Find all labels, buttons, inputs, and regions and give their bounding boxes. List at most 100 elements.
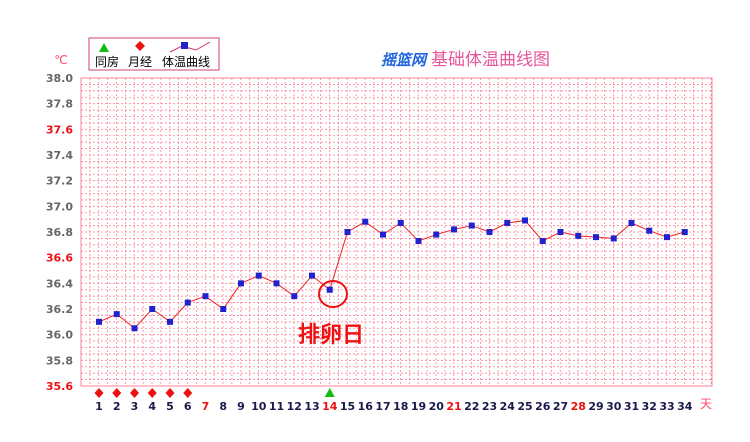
temperature-point <box>628 220 635 227</box>
legend-menstruation-label: 月经 <box>128 55 152 69</box>
x-tick-label: 12 <box>287 400 302 413</box>
intercourse-marker <box>324 388 335 397</box>
x-tick-label: 31 <box>624 400 639 413</box>
temperature-point <box>273 280 280 287</box>
temperature-point <box>504 220 511 227</box>
temperature-point <box>255 272 262 279</box>
temperature-point <box>309 272 315 279</box>
x-tick-label: 8 <box>219 400 227 413</box>
x-tick-label: 29 <box>588 400 603 413</box>
temperature-point <box>326 286 333 293</box>
y-tick-label: 37.8 <box>46 98 73 111</box>
y-tick-label: 37.2 <box>46 175 73 188</box>
x-tick-label: 16 <box>358 400 374 413</box>
temperature-point <box>539 237 546 244</box>
temperature-point <box>238 280 244 287</box>
x-tick-label: 1 <box>95 400 103 413</box>
x-axis-unit: 天 <box>700 397 712 411</box>
chart-title: 基础体温曲线图 <box>431 50 550 70</box>
y-tick-label: 37.6 <box>46 123 73 136</box>
x-tick-label: 34 <box>677 400 693 413</box>
temperature-point <box>486 229 493 235</box>
y-tick-label: 38.0 <box>46 72 73 85</box>
x-tick-label: 19 <box>411 400 426 413</box>
temperature-point <box>468 222 475 229</box>
y-tick-label: 37.0 <box>46 200 73 213</box>
x-tick-label: 13 <box>304 400 319 413</box>
y-tick-label: 36.2 <box>46 303 73 316</box>
temperature-point <box>149 306 156 312</box>
y-tick-label: 36.8 <box>46 226 73 239</box>
temperature-point <box>664 234 670 241</box>
x-tick-label: 4 <box>148 400 156 413</box>
temperature-point <box>131 325 138 332</box>
legend-box <box>88 37 220 71</box>
y-tick-labels: 38.0 37.8 37.6 37.4 37.2 37.0 36.8 36.6 36.4 36.2… <box>46 72 73 393</box>
menstruation-marker <box>147 388 157 398</box>
temperature-point <box>344 229 351 235</box>
x-tick-labels: 1 2 3 4 5 6 7 8 9 10 11 12 13 14 15 16 17 18 19 20 21 22 23 24 2… <box>95 400 693 413</box>
event-markers <box>94 388 335 398</box>
x-tick-label: 27 <box>553 400 568 413</box>
temperature-point <box>96 318 102 325</box>
temperature-point <box>522 217 528 224</box>
menstruation-marker <box>130 388 139 398</box>
temperature-point <box>646 227 653 234</box>
temperature-point <box>610 235 617 242</box>
menstruation-marker <box>165 388 175 398</box>
temperature-point <box>451 226 457 233</box>
x-tick-label: 21 <box>446 400 461 413</box>
temperature-point <box>380 231 386 238</box>
y-tick-label: 35.6 <box>46 380 73 393</box>
temperature-point <box>113 311 120 318</box>
x-tick-label: 7 <box>202 400 210 413</box>
temperature-point <box>681 229 688 235</box>
legend-curve-label: 体温曲线 <box>162 55 210 69</box>
intercourse-legend-icon <box>99 43 109 52</box>
legend: 同房 月经 体温曲线 <box>88 37 220 71</box>
temperature-point <box>433 231 440 238</box>
menstruation-marker <box>183 388 193 398</box>
temperature-line <box>98 219 685 329</box>
temperature-point <box>557 229 564 235</box>
y-tick-label: 35.8 <box>46 354 73 367</box>
y-tick-label: 36.0 <box>46 329 73 342</box>
x-tick-label: 20 <box>429 400 445 413</box>
temperature-point <box>184 299 191 306</box>
temperature-point <box>415 237 422 244</box>
menstruation-legend-icon <box>135 41 145 51</box>
y-tick-label: 37.4 <box>46 149 73 162</box>
x-tick-label: 5 <box>166 400 174 413</box>
temperature-series <box>96 217 688 332</box>
temperature-point <box>575 232 582 239</box>
x-tick-label: 2 <box>113 400 121 413</box>
x-tick-label: 17 <box>375 400 390 413</box>
curve-legend-marker-icon <box>181 42 188 49</box>
x-tick-label: 22 <box>464 400 479 413</box>
temperature-point <box>397 220 404 227</box>
x-tick-label: 14 <box>322 400 338 413</box>
x-tick-label: 11 <box>269 400 284 413</box>
curve-legend-line <box>169 41 211 53</box>
chart-grid <box>80 77 713 387</box>
x-tick-label: 28 <box>571 400 586 413</box>
temperature-point <box>362 218 369 225</box>
x-tick-label: 15 <box>340 400 355 413</box>
y-tick-label: 36.4 <box>46 277 73 290</box>
menstruation-marker <box>94 388 104 398</box>
legend-intercourse-label: 同房 <box>95 54 119 69</box>
temperature-point <box>220 306 227 312</box>
x-tick-label: 33 <box>659 400 674 413</box>
x-tick-label: 24 <box>500 400 516 413</box>
ovulation-circle <box>318 280 348 308</box>
x-tick-label: 23 <box>482 400 497 413</box>
x-tick-label: 30 <box>606 400 622 413</box>
ovulation-label: 排卵日 <box>298 323 364 348</box>
x-tick-label: 18 <box>393 400 408 413</box>
x-tick-label: 9 <box>237 400 245 413</box>
temperature-point <box>593 234 599 241</box>
y-axis-unit: ℃ <box>54 53 67 67</box>
temperature-point <box>202 293 209 300</box>
x-tick-label: 6 <box>184 400 192 413</box>
temperature-point <box>167 318 173 325</box>
